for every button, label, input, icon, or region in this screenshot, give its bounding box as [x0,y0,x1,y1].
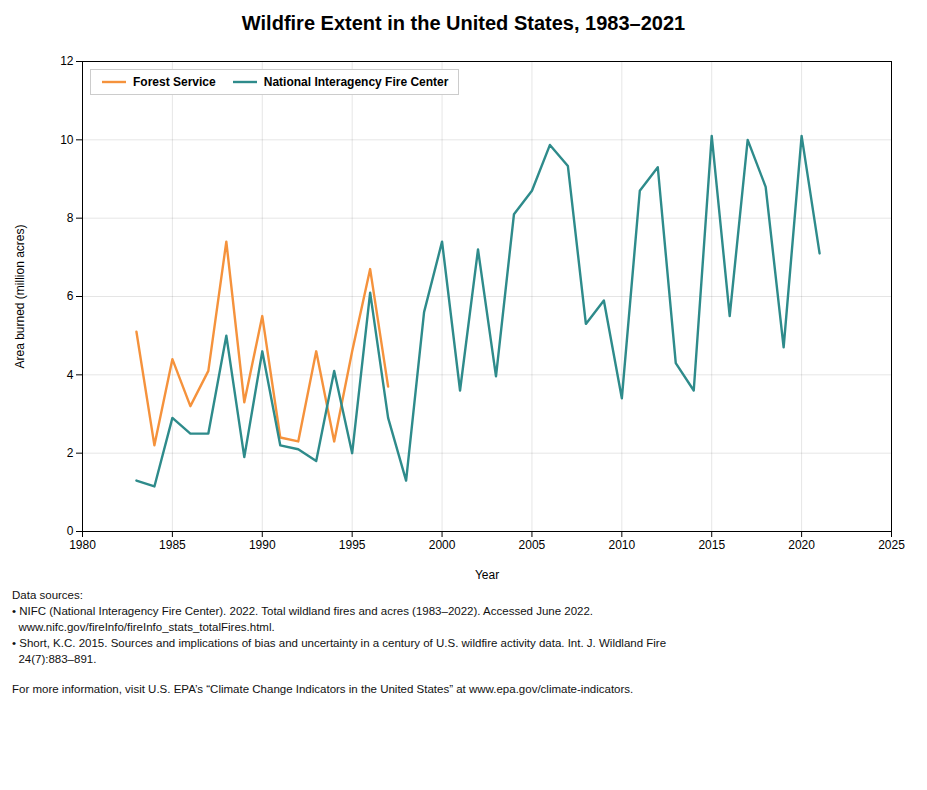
html-text:• Short, K.C. 2015. Sources an: • Short, K.C. 2015. Sources and implicat… [12,637,667,649]
svg-text:8: 8 [67,211,74,225]
svg-text:2015: 2015 [698,538,725,552]
html-text:National Interagency Fire Cent: National Interagency Fire Center [263,75,449,89]
svg-text:2010: 2010 [608,538,635,552]
html-text:Wildfire Extent in the United: Wildfire Extent in the United States, 19… [241,12,686,34]
svg-text:1985: 1985 [159,538,186,552]
svg-text:Area burned (million acres): Area burned (million acres) [13,224,27,368]
svg-text:2005: 2005 [519,538,546,552]
html-text:Data sources:: Data sources: [12,589,83,601]
html-text:24(7):883–891.: 24(7):883–891. [12,653,97,665]
svg-text:10: 10 [60,133,74,147]
svg-text:6: 6 [67,289,74,303]
svg-text:12: 12 [60,54,74,68]
svg-text:1995: 1995 [339,538,366,552]
html-text:• NIFC (National Interagency F: • NIFC (National Interagency Fire Center… [12,605,594,617]
svg-text:Year: Year [475,568,499,582]
svg-text:2: 2 [67,446,74,460]
svg-text:1990: 1990 [249,538,276,552]
html-text:www.nifc.gov/fireInfo/fireInfo: www.nifc.gov/fireInfo/fireInfo_stats_tot… [12,621,275,633]
svg-text:2025: 2025 [878,538,905,552]
svg-text:2000: 2000 [429,538,456,552]
svg-text:0: 0 [67,524,74,538]
html-text:For more information, visit U.: For more information, visit U.S. EPA’s “… [12,683,634,695]
html-text:Forest Service: Forest Service [133,75,216,89]
svg-text:2020: 2020 [788,538,815,552]
svg-text:4: 4 [67,368,74,382]
svg-text:1980: 1980 [69,538,96,552]
